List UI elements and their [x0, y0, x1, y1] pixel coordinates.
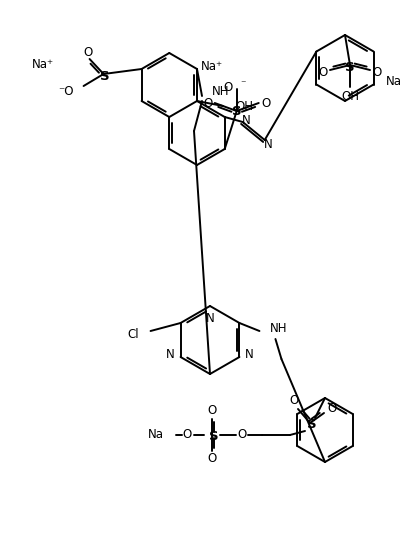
- Text: OH: OH: [341, 89, 359, 102]
- Text: N: N: [242, 113, 251, 126]
- Text: NH: NH: [212, 84, 229, 98]
- Text: O: O: [318, 65, 328, 78]
- Text: O: O: [83, 45, 92, 58]
- Text: N: N: [166, 348, 175, 360]
- Text: N: N: [206, 312, 214, 324]
- Text: Cl: Cl: [127, 328, 138, 341]
- Text: Na⁺: Na⁺: [201, 59, 223, 72]
- Text: O: O: [237, 428, 247, 441]
- Text: Na: Na: [148, 428, 164, 441]
- Text: S: S: [209, 431, 219, 444]
- Text: O: O: [328, 402, 337, 415]
- Text: ⁻O: ⁻O: [58, 84, 74, 98]
- Text: S: S: [345, 60, 355, 74]
- Text: NH: NH: [269, 323, 287, 336]
- Text: OH: OH: [235, 100, 253, 112]
- Text: S: S: [307, 419, 317, 432]
- Text: O: O: [223, 81, 233, 94]
- Text: O: O: [207, 404, 217, 417]
- Text: O: O: [183, 428, 192, 441]
- Text: O: O: [372, 65, 382, 78]
- Text: O: O: [207, 452, 217, 465]
- Text: S: S: [100, 70, 110, 82]
- Text: Na: Na: [386, 75, 402, 88]
- Text: S: S: [232, 105, 241, 118]
- Text: Na⁺: Na⁺: [31, 58, 54, 70]
- Text: N: N: [265, 137, 273, 150]
- Text: O: O: [289, 395, 299, 408]
- Text: N: N: [245, 348, 254, 360]
- Text: ⁻: ⁻: [241, 79, 246, 89]
- Text: O: O: [261, 96, 270, 110]
- Text: O: O: [203, 96, 212, 110]
